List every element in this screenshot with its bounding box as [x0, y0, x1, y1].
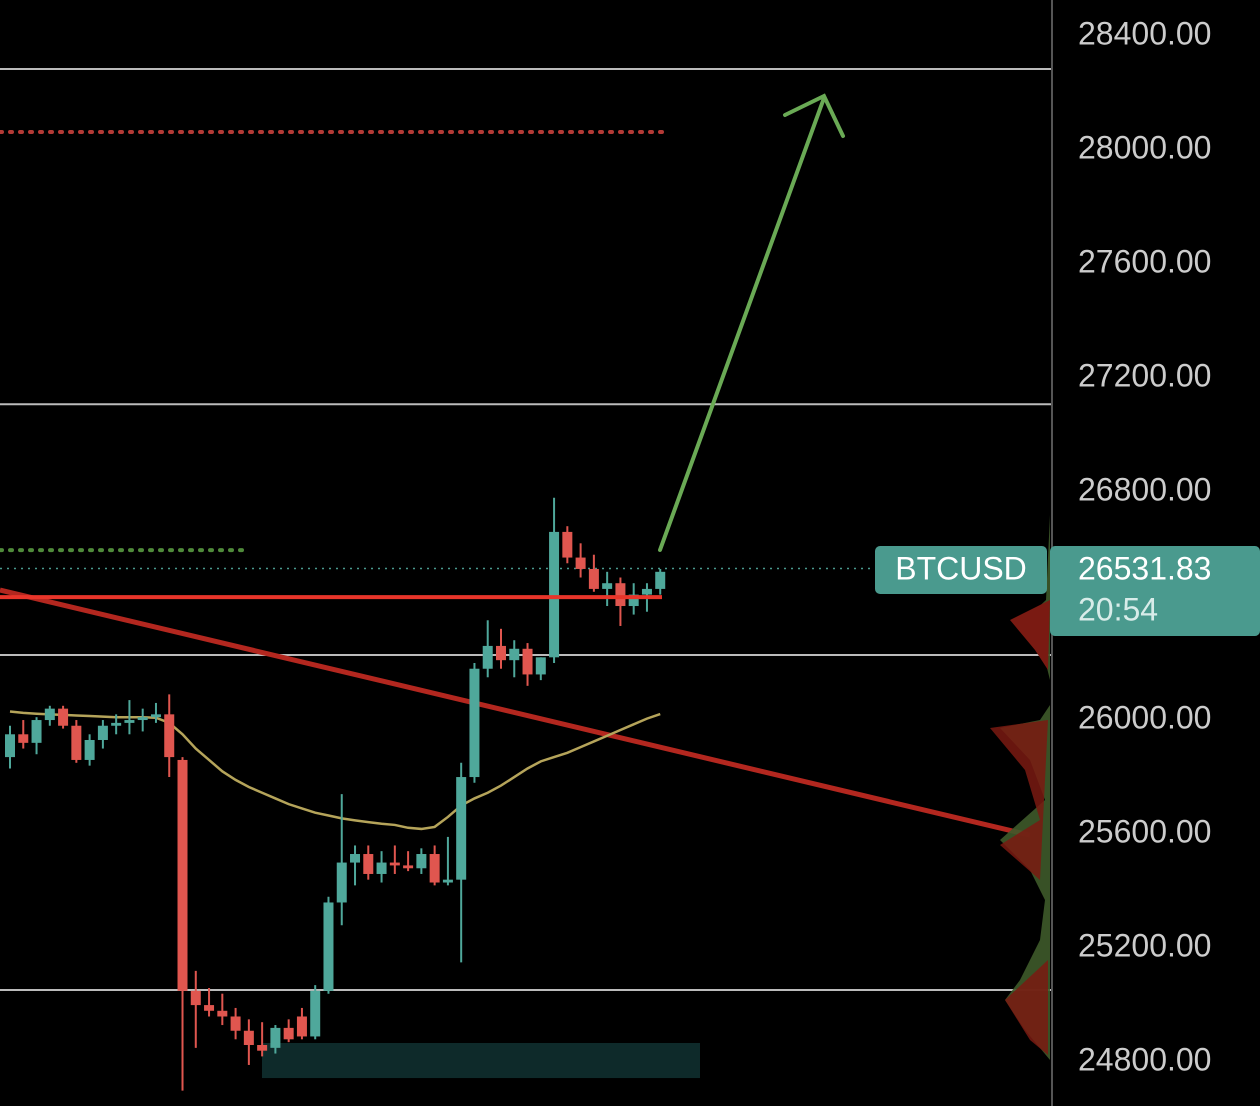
candle-body — [97, 725, 108, 740]
candle-body — [164, 714, 175, 758]
candle-body — [296, 1016, 307, 1037]
moving-average — [9, 710, 661, 831]
candle-body — [270, 1027, 281, 1048]
candle-body — [283, 1027, 294, 1040]
zone — [262, 1043, 700, 1079]
volume-profile — [990, 720, 1048, 880]
candle-body — [31, 720, 42, 743]
candle-body — [442, 879, 453, 883]
arrow-head — [783, 93, 845, 138]
price-badge — [1050, 546, 1260, 636]
candle-body — [58, 708, 69, 726]
candle-body — [257, 1044, 268, 1051]
candle-body — [575, 557, 586, 569]
y-tick-label: 28000.00 — [1078, 129, 1211, 165]
candle-body — [389, 862, 400, 866]
candle-body — [124, 720, 135, 723]
candle-body — [495, 645, 506, 661]
candle-body — [429, 854, 440, 883]
candle-body — [190, 990, 201, 1006]
y-tick-label: 28400.00 — [1078, 15, 1211, 51]
candle-body — [137, 717, 148, 721]
candle-body — [641, 588, 652, 595]
candle-body — [71, 725, 82, 760]
y-tick-label: 25200.00 — [1078, 928, 1211, 964]
candle-body — [310, 990, 321, 1037]
candle-body — [350, 854, 361, 863]
candle-body — [376, 862, 387, 874]
candle-body — [84, 739, 95, 760]
candle-body — [602, 583, 613, 589]
candle-body — [655, 571, 666, 589]
y-tick-label: 26000.00 — [1078, 699, 1211, 735]
candle-body — [456, 777, 467, 880]
candle-body — [177, 759, 188, 991]
candle-body — [323, 902, 334, 991]
candle-body — [44, 708, 55, 721]
last-price-label: 26531.83 — [1078, 550, 1211, 586]
arrow-shaft — [658, 96, 826, 552]
candle-body — [588, 568, 599, 589]
candle-body — [111, 722, 122, 726]
candle-body — [628, 594, 639, 607]
y-tick-label: 27600.00 — [1078, 243, 1211, 279]
volume-profile — [1005, 960, 1048, 1055]
candle-body — [549, 531, 560, 658]
y-tick-label: 24800.00 — [1078, 1042, 1211, 1078]
y-tick-label: 25600.00 — [1078, 814, 1211, 850]
candle-body — [482, 645, 493, 669]
layer — [0, 67, 1052, 1091]
symbol-badge — [875, 546, 1047, 594]
candle-body — [230, 1016, 241, 1031]
candle-body — [217, 1010, 228, 1017]
candle-body — [416, 854, 427, 869]
symbol-label: BTCUSD — [895, 550, 1027, 586]
y-tick-label: 26800.00 — [1078, 471, 1211, 507]
trendline — [0, 587, 1031, 838]
candle-body — [150, 714, 161, 718]
candle-body — [522, 648, 533, 675]
y-tick-label: 27200.00 — [1078, 357, 1211, 393]
candle-body — [509, 648, 520, 661]
candle-body — [615, 583, 626, 607]
candle-body — [18, 734, 29, 743]
candle-body — [535, 657, 546, 675]
arrow — [658, 93, 845, 552]
candle-body — [204, 1005, 215, 1011]
candle-body — [5, 734, 15, 758]
candle-body — [562, 531, 573, 558]
candle-body — [403, 865, 414, 869]
candle-body — [363, 854, 374, 874]
candle-body — [243, 1030, 254, 1045]
candle-body — [469, 668, 480, 778]
volume-profile — [1010, 600, 1050, 670]
countdown-label: 20:54 — [1078, 591, 1158, 627]
candle-body — [336, 862, 347, 903]
